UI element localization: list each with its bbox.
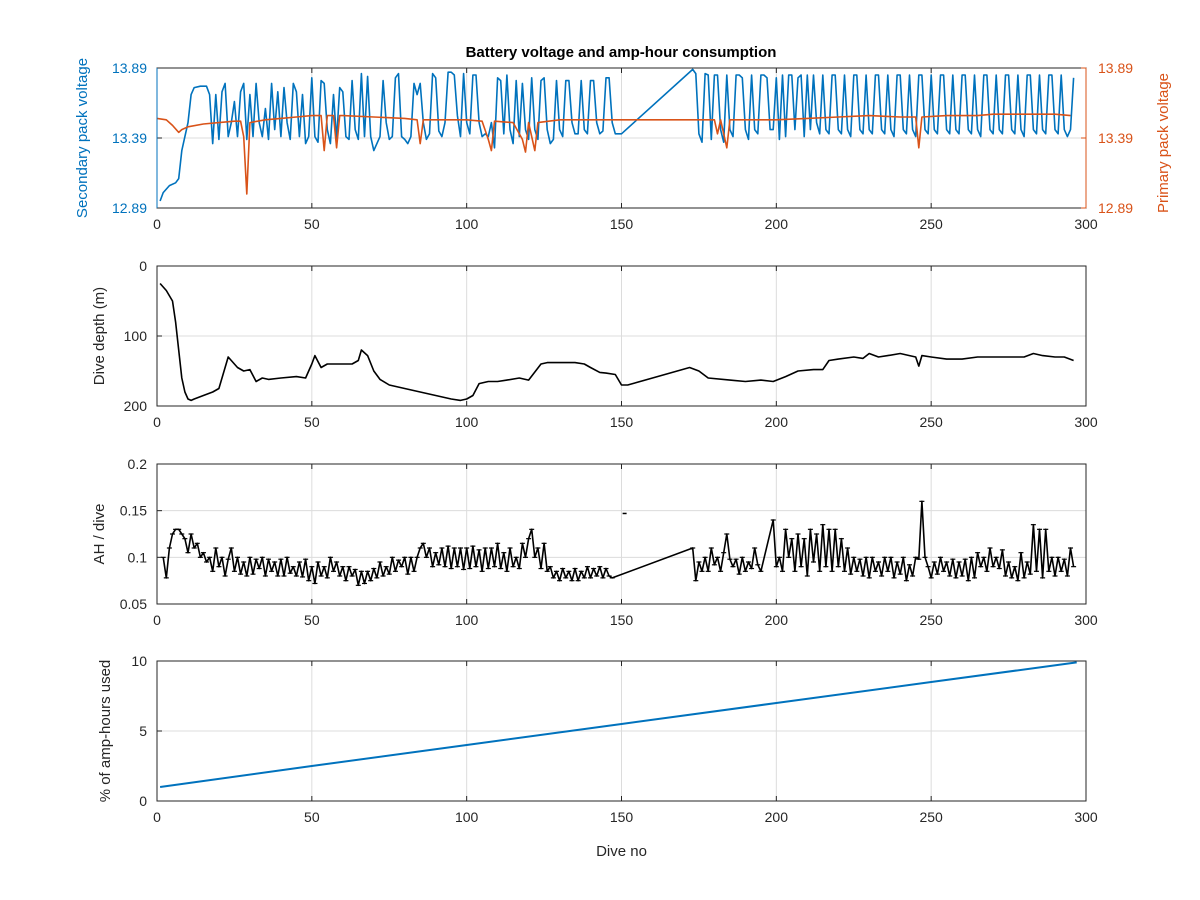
y-tick-label: 0.15 (120, 503, 147, 519)
y-tick-label: 13.39 (112, 130, 147, 146)
y-right-tick-label: 12.89 (1098, 200, 1133, 216)
x-tick-label: 100 (455, 612, 479, 628)
x-tick-label: 100 (455, 414, 479, 430)
x-tick-label: 50 (304, 809, 320, 825)
x-tick-label: 0 (153, 809, 161, 825)
y-tick-label: 0 (139, 258, 147, 274)
y-tick-label: 13.89 (112, 60, 147, 76)
chart-panel-2: 0 50 100 150 200 250 300 0 100 200 Dive depth (m) (91, 258, 1098, 430)
x-tick-label: 100 (455, 809, 479, 825)
y-tick-label: 10 (131, 653, 147, 669)
y-tick-label: 0.2 (128, 456, 148, 472)
x-tick-label: 250 (919, 809, 943, 825)
x-tick-label: 300 (1074, 809, 1098, 825)
x-tick-label: 300 (1074, 414, 1098, 430)
y-right-tick-label: 13.89 (1098, 60, 1133, 76)
x-tick-label: 200 (765, 612, 789, 628)
x-tick-label: 150 (610, 809, 634, 825)
x-tick-label: 150 (610, 216, 634, 232)
chart-panel-3: 0 50 100 150 200 250 300 0.05 0.1 0.15 0.2 AH / div… (91, 456, 1098, 628)
y-tick-label: 0.05 (120, 596, 147, 612)
x-tick-label: 250 (919, 414, 943, 430)
x-tick-label: 100 (455, 216, 479, 232)
y-tick-label: 0.1 (128, 549, 148, 565)
chart-panel-1: 0 50 100 150 200 250 30012.8913.3913.8912.8913… (74, 58, 1172, 232)
x-tick-label: 200 (765, 216, 789, 232)
y-axis-label: Secondary pack voltage (74, 58, 91, 218)
y-tick-label: 100 (124, 328, 148, 344)
x-tick-label: 200 (765, 809, 789, 825)
y-axis-label: % of amp-hours used (97, 660, 114, 803)
x-tick-label: 0 (153, 216, 161, 232)
y-right-tick-label: 13.39 (1098, 130, 1133, 146)
x-tick-label: 0 (153, 414, 161, 430)
x-tick-label: 300 (1074, 612, 1098, 628)
x-tick-label: 250 (919, 612, 943, 628)
x-tick-label: 150 (610, 612, 634, 628)
figure-title: Battery voltage and amp-hour consumption (466, 44, 777, 61)
charts-group: 0 50 100 150 200 250 30012.8913.3913.8912.8913… (74, 58, 1172, 860)
x-tick-label: 300 (1074, 216, 1098, 232)
series-line-1 (159, 68, 1075, 202)
y-axis-label: Dive depth (m) (91, 287, 108, 385)
y-right-axis-label: Primary pack voltage (1155, 73, 1172, 213)
series-line-1 (159, 282, 1074, 402)
chart-panel-4: 0 50 100 150 200 250 300 0 5 10 % of amp-hours use… (97, 653, 1098, 860)
x-tick-label: 0 (153, 612, 161, 628)
series-line-2 (157, 113, 1071, 195)
x-axis-label: Dive no (596, 843, 647, 860)
x-tick-label: 200 (765, 414, 789, 430)
y-tick-label: 5 (139, 723, 147, 739)
x-tick-label: 250 (919, 216, 943, 232)
series-line-1 (159, 661, 1077, 788)
x-tick-label: 50 (304, 612, 320, 628)
y-tick-label: 0 (139, 793, 147, 809)
x-tick-label: 150 (610, 414, 634, 430)
x-tick-label: 50 (304, 414, 320, 430)
y-tick-label: 200 (124, 398, 148, 414)
y-axis-label: AH / dive (91, 504, 108, 565)
x-tick-label: 50 (304, 216, 320, 232)
y-tick-label: 12.89 (112, 200, 147, 216)
